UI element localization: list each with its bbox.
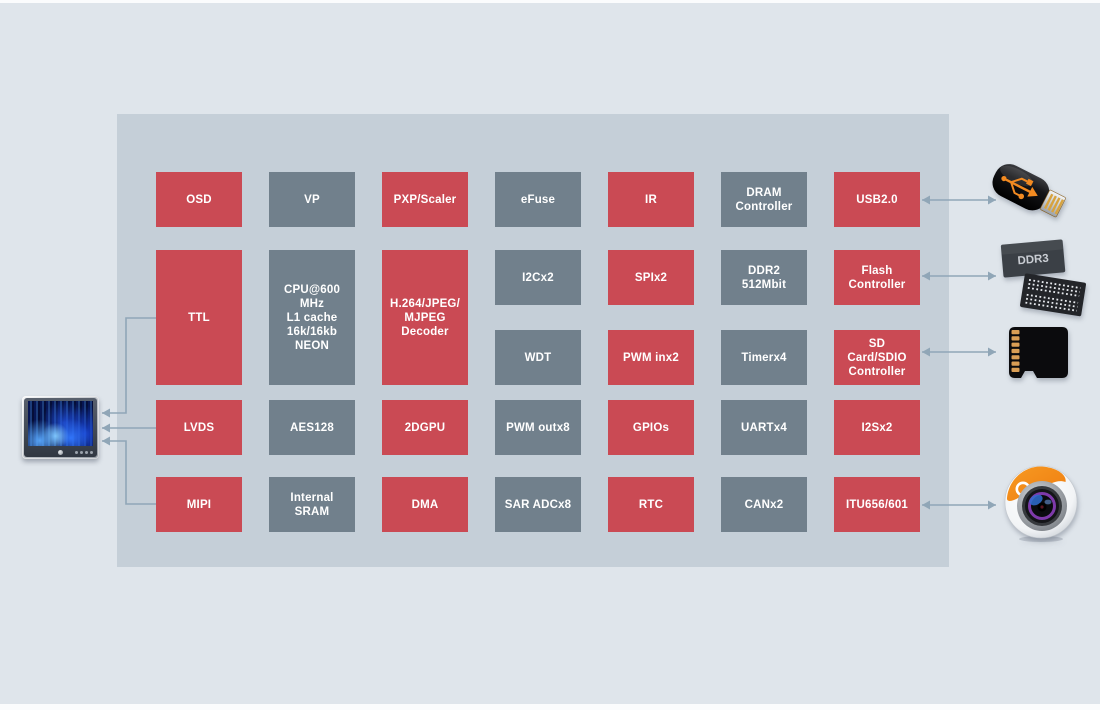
soc-block-label: eFuse [520,193,556,206]
soc-block-usb2-0: USB2.0 [834,172,920,227]
soc-block-label: Flash Controller [848,264,906,291]
soc-block-label: Timerx4 [741,351,787,364]
soc-block-i2sx2: I2Sx2 [834,400,920,455]
ddr3-chip-label: DDR3 [1017,253,1049,268]
soc-block-label: AES128 [289,421,335,434]
soc-block-label: I2Cx2 [522,271,554,284]
soc-block-sd-sdio-controller: SD Card/SDIO Controller [834,330,920,385]
soc-block-ddr2-512mbit: DDR2 512Mbit [721,250,807,305]
soc-block-label: SD Card/SDIO Controller [847,337,907,378]
ddr3-memory-image: DDR3 [1000,239,1087,317]
soc-block-dram-controller: DRAM Controller [721,172,807,227]
soc-block-uartx4: UARTx4 [721,400,807,455]
soc-block-sar-adcx8: SAR ADCx8 [495,477,581,532]
soc-block-label: TTL [188,311,210,324]
soc-block-rtc: RTC [608,477,694,532]
soc-block-label: PWM inx2 [623,351,679,364]
soc-block-label: OSD [186,193,212,206]
soc-block-dma: DMA [382,477,468,532]
soc-block-label: PWM outx8 [506,421,570,434]
webcam-image [1004,465,1078,542]
soc-block-timerx4: Timerx4 [721,330,807,385]
soc-block-canx2: CANx2 [721,477,807,532]
soc-block-cpu: CPU@600 MHz L1 cache 16k/16kb NEON [269,250,355,385]
soc-block-label: PXP/Scaler [393,193,457,206]
soc-block-label: LVDS [183,421,215,434]
soc-block-label: Internal SRAM [290,491,334,518]
soc-block-label: UARTx4 [741,421,787,434]
soc-block-pwm-inx2: PWM inx2 [608,330,694,385]
soc-block-ttl: TTL [156,250,242,385]
soc-block-label: 2DGPU [404,421,446,434]
soc-block-label: VP [304,193,320,206]
lcd-monitor-image [22,396,99,459]
micro-sd-card-image [1009,327,1068,378]
soc-block-label: MIPI [186,498,212,511]
soc-block-i2cx2: I2Cx2 [495,250,581,305]
soc-block-label: IR [645,193,657,206]
soc-block-aes128: AES128 [269,400,355,455]
soc-block-vp: VP [269,172,355,227]
soc-block-gpu-2d: 2DGPU [382,400,468,455]
soc-block-label: WDT [524,351,552,364]
soc-block-wdt: WDT [495,330,581,385]
soc-block-label: SAR ADCx8 [504,498,572,511]
soc-block-label: CPU@600 MHz L1 cache 16k/16kb NEON [283,283,341,352]
soc-block-label: SPIx2 [634,271,668,284]
soc-block-label: H.264/JPEG/ MJPEG Decoder [390,297,460,338]
soc-block-label: DDR2 512Mbit [741,264,787,291]
soc-block-h264-decoder: H.264/JPEG/ MJPEG Decoder [382,250,468,385]
soc-block-label: GPIOs [632,421,670,434]
monitor-screen [28,401,93,446]
soc-block-mipi: MIPI [156,477,242,532]
soc-block-label: ITU656/601 [845,498,909,511]
soc-block-label: DMA [411,498,439,511]
soc-block-label: CANx2 [744,498,784,511]
soc-block-pwm-outx8: PWM outx8 [495,400,581,455]
soc-block-internal-sram: Internal SRAM [269,477,355,532]
soc-block-efuse: eFuse [495,172,581,227]
soc-block-pxp-scaler: PXP/Scaler [382,172,468,227]
soc-block-flash-controller: Flash Controller [834,250,920,305]
soc-block-label: DRAM Controller [735,186,793,213]
soc-block-gpios: GPIOs [608,400,694,455]
soc-block-lvds: LVDS [156,400,242,455]
monitor-logo [58,450,63,455]
usb-trident-icon [1001,175,1032,197]
soc-block-itu656-601: ITU656/601 [834,477,920,532]
soc-block-label: I2Sx2 [861,421,893,434]
soc-block-label: USB2.0 [856,193,898,206]
soc-block-spix2: SPIx2 [608,250,694,305]
soc-block-ir: IR [608,172,694,227]
monitor-buttons [75,451,93,454]
soc-block-osd: OSD [156,172,242,227]
soc-block-label: RTC [638,498,664,511]
usb-flash-drive-image [992,164,1066,218]
